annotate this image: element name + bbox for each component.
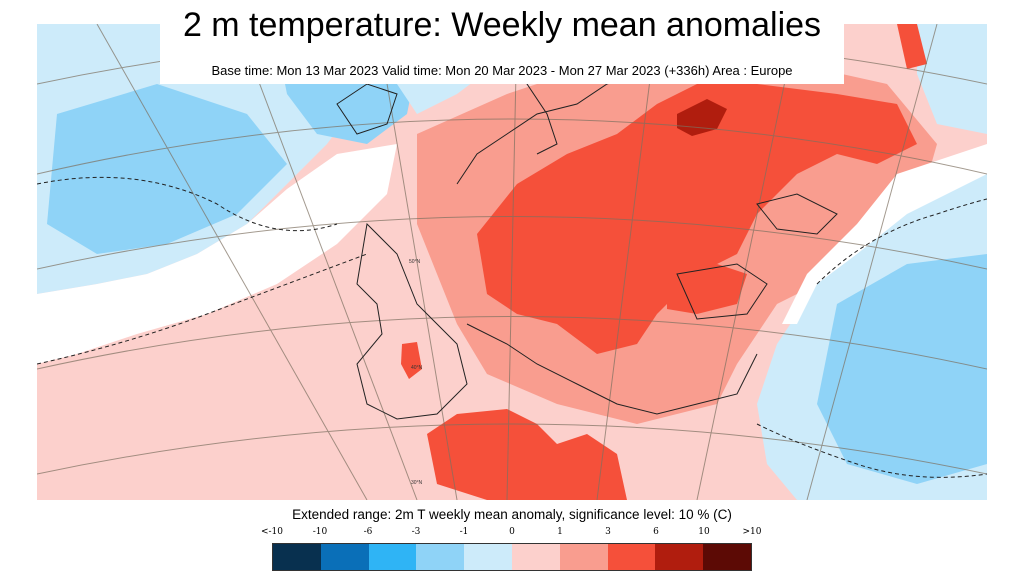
colorbar-caption: Extended range: 2m T weekly mean anomaly… [292,507,732,522]
colorbar-tick-label: 1 [557,527,563,537]
asia-strong-cold [817,254,987,484]
colorbar-tick-label: 6 [653,527,659,537]
colorbar-segment [511,544,560,570]
colorbar-segment [607,544,656,570]
lat-label-40n: 40°N [411,365,423,371]
coastlines [336,53,838,420]
colorbar-tick-label: 10 [698,527,710,537]
atlantic-strong-cold [47,84,287,254]
colorbar-tick-label: <-10 [260,527,284,537]
colorbar-segment [368,544,417,570]
sahara-strong-warm [427,409,627,500]
colorbar [272,543,752,571]
colorbar-segment [655,544,704,570]
lat-label-50n: 50°N [409,259,421,265]
turkey-strong-warm [667,264,747,314]
colorbar-tick-label: -10 [312,527,328,537]
colorbar-segment [416,544,465,570]
colorbar-tick-labels: <-10 -10 -6 -3 -1 0 1 3 6 10 >10 [240,527,784,541]
chart-subtitle: Base time: Mon 13 Mar 2023 Valid time: M… [211,63,793,78]
central-europe-strong-warm [477,84,917,354]
colorbar-segment [559,544,608,570]
asia-neutral-band [782,144,987,324]
colorbar-segment [320,544,369,570]
anomaly-map: 50°N 40°N 30°N [37,24,987,500]
colorbar-tick-label: -6 [363,527,373,537]
colorbar-tick-label: >10 [742,527,762,537]
iberia-strong-warm [401,342,422,379]
colorbar-segment [273,544,321,570]
colorbar-segment [703,544,751,570]
northeast-warm-patch [897,24,927,69]
colorbar-tick-label: 0 [509,527,515,537]
lat-label-30n: 30°N [411,480,423,486]
colorbar-tick-label: 3 [605,527,611,537]
chart-title: 2 m temperature: Weekly mean anomalies [182,6,822,44]
northeast-cold [917,24,987,134]
colorbar-segment [464,544,512,570]
colorbar-tick-label: -1 [459,527,469,537]
title-panel: 2 m temperature: Weekly mean anomalies B… [160,0,844,84]
atlantic-neutral-band [37,144,397,364]
significance-contours [37,176,987,478]
colorbar-tick-label: -3 [411,527,421,537]
